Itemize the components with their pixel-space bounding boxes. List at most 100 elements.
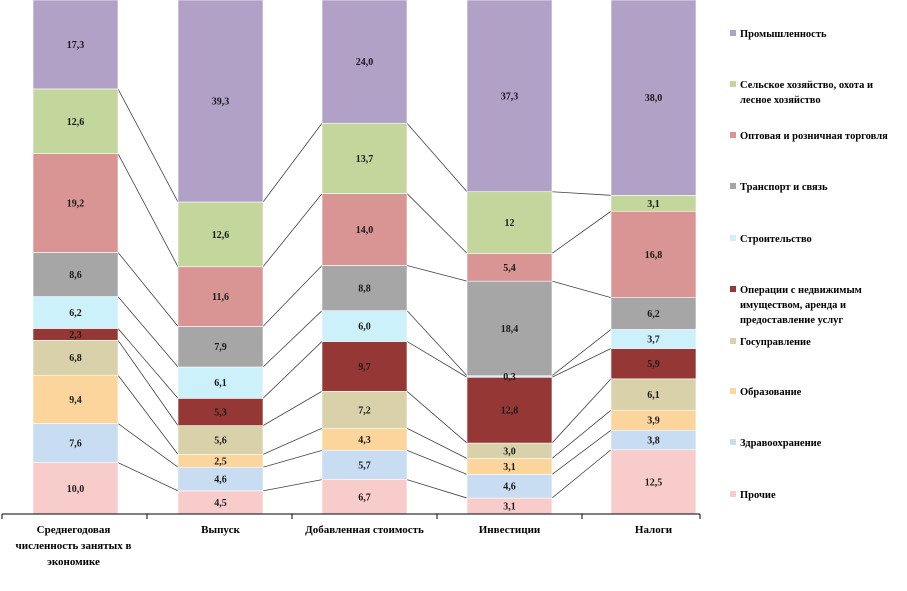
bar-segment: [32, 153, 119, 253]
data-label: 7,9: [214, 342, 227, 353]
data-label: 6,1: [647, 390, 660, 401]
data-label: 4,3: [358, 435, 371, 446]
data-label: 3,7: [647, 334, 660, 345]
connector-line: [406, 265, 468, 282]
bar-segment: [321, 193, 408, 266]
connector-line: [117, 88, 179, 203]
data-label: 13,7: [356, 154, 374, 165]
data-label: 9,7: [358, 362, 371, 373]
series-connector-lines: [117, 88, 612, 499]
legend-swatch: [730, 235, 736, 241]
data-label: 3,1: [503, 462, 516, 473]
bar-segment: [177, 366, 264, 399]
bar-segment: [466, 191, 553, 254]
bar-segment: [321, 450, 408, 480]
bar-segment: [32, 296, 119, 329]
data-label: 7,2: [358, 405, 371, 416]
connector-line: [406, 390, 468, 444]
connector-line: [406, 341, 468, 378]
legend-swatch: [730, 132, 736, 138]
data-label: 6,2: [647, 309, 660, 320]
connector-line: [551, 191, 612, 196]
data-label: 4,6: [214, 475, 227, 486]
legend-swatch: [730, 338, 736, 344]
legend-swatch: [730, 439, 736, 445]
connector-line: [551, 429, 612, 475]
bar-segment: [610, 297, 697, 330]
data-label: 5,6: [214, 435, 227, 446]
category-label: Выпуск: [201, 524, 240, 536]
bar-segment: [610, 449, 697, 515]
connector-line: [262, 479, 323, 492]
connector-line: [551, 348, 612, 378]
x-axis-category-labels: Среднегодовая численность занятых в эконом…: [16, 524, 673, 568]
connector-line: [551, 329, 612, 377]
data-label: 19,2: [67, 199, 85, 210]
data-label: 6,7: [358, 492, 371, 503]
legend-label: Госуправление: [740, 337, 811, 348]
data-label: 12,6: [212, 230, 230, 241]
data-label: 9,4: [69, 395, 82, 406]
legend-label: Сельское хозяйство, охота и лесное хозяйс…: [740, 80, 873, 106]
connector-line: [117, 423, 179, 468]
data-label: 12: [505, 218, 515, 229]
bar-segment: [32, 0, 119, 90]
data-label: 8,8: [358, 284, 371, 295]
connector-line: [551, 449, 612, 499]
bar-segment: [32, 462, 119, 515]
bar-segment: [321, 0, 408, 124]
bar-segment: [610, 210, 697, 298]
x-axis-ticks: [1, 514, 701, 519]
data-label: 2,5: [214, 456, 227, 467]
bar-segment: [177, 398, 264, 426]
connector-line: [117, 328, 179, 399]
bar-segment: [610, 348, 697, 380]
legend-swatch: [730, 81, 736, 87]
bar-segment: [32, 374, 119, 424]
data-label: 16,8: [645, 250, 663, 261]
data-label: 3,1: [503, 502, 516, 513]
segment-value-labels: 10,0 4,5 6,7 3,1 12,5 7,6 4,6 5,7 4,6 3,8 9,4 2,5 4,…: [67, 40, 663, 513]
data-label: 2,3: [69, 330, 82, 341]
connector-line: [551, 280, 612, 298]
connector-line: [262, 341, 323, 399]
connector-line: [117, 296, 179, 368]
data-label: 24,0: [356, 57, 374, 68]
data-label: 3,8: [647, 435, 660, 446]
legend-label: Оптовая и розничная торговля: [740, 131, 888, 142]
bar-segment: [32, 252, 119, 297]
legend-label: Операции с недвижимым имуществом, аренда …: [740, 285, 862, 326]
data-label: 6,1: [214, 378, 227, 389]
bar-segment: [177, 326, 264, 368]
bar-segment: [466, 280, 553, 377]
data-label: 10,0: [67, 484, 85, 495]
category-label: Налоги: [635, 524, 673, 536]
connector-line: [262, 427, 323, 455]
connector-line: [262, 193, 323, 268]
connector-line: [117, 374, 179, 455]
data-label: 39,3: [212, 97, 230, 108]
legend-swatch: [730, 183, 736, 189]
data-label: 37,3: [501, 91, 519, 102]
data-label: 8,6: [69, 270, 82, 281]
data-label: 38,0: [645, 93, 663, 104]
legend: Промышленность Сельское хозяйство, охота …: [730, 29, 888, 501]
bar-segment: [321, 479, 408, 515]
legend-label: Строительство: [740, 234, 812, 245]
bar-segment: [177, 425, 264, 455]
data-label: 6,0: [358, 322, 371, 333]
connector-line: [406, 479, 468, 499]
legend-swatch: [730, 286, 736, 292]
data-label: 0,3: [503, 372, 516, 383]
legend-label: Транспорт и связь: [740, 182, 828, 193]
data-label: 14,0: [356, 225, 374, 236]
connector-line: [117, 340, 179, 426]
data-label: 7,6: [69, 439, 82, 450]
connector-line: [551, 409, 612, 459]
connector-line: [262, 390, 323, 426]
data-label: 12,5: [645, 477, 663, 488]
legend-swatch: [730, 491, 736, 497]
bar-segment: [177, 266, 264, 327]
data-label: 11,6: [212, 292, 229, 303]
